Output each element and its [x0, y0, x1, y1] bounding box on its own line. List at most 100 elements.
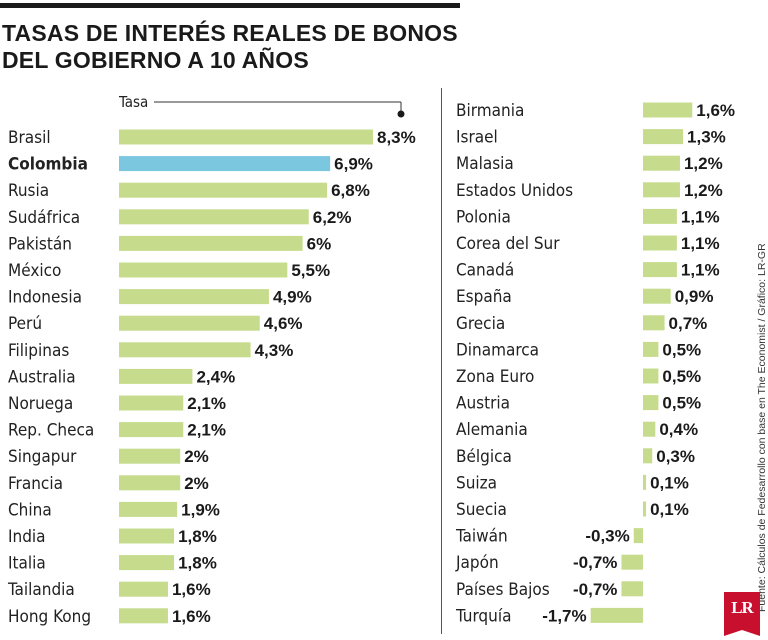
value-label-pakistan: 6%	[307, 234, 332, 253]
bar-taiwan	[633, 528, 643, 544]
bar-polonia	[643, 208, 677, 224]
value-label-estados-unidos: 1,2%	[684, 181, 723, 200]
bar-australia	[119, 368, 193, 384]
category-label-japon: Japón	[455, 553, 499, 573]
bar-israel	[643, 129, 684, 145]
category-label-grecia: Grecia	[456, 314, 505, 334]
bar-zona-euro	[643, 368, 659, 384]
category-label-polonia: Polonia	[456, 207, 511, 227]
category-label-pakistan: Pakistán	[8, 234, 72, 254]
value-label-tailandia: 1,6%	[172, 580, 211, 599]
bar-malasia	[643, 155, 680, 171]
bar-china	[119, 501, 178, 517]
category-label-noruega: Noruega	[8, 394, 73, 414]
value-label-austria: 0,5%	[662, 394, 701, 413]
value-label-zona-euro: 0,5%	[662, 367, 701, 386]
category-label-brasil: Brasil	[8, 128, 51, 148]
header-rule	[0, 3, 460, 8]
bar-brasil	[119, 129, 373, 145]
source-note: Fuente: Cálculos de Fedesarrollo con bas…	[756, 243, 768, 612]
value-label-rusia: 6,8%	[331, 181, 370, 200]
bar-colombia	[119, 156, 331, 172]
lr-logo: LR	[724, 592, 760, 636]
bar-alemania	[643, 421, 656, 437]
value-label-hong-kong: 1,6%	[172, 607, 211, 626]
category-label-birmania: Birmania	[456, 101, 524, 121]
value-label-turquia: -1,7%	[542, 606, 586, 625]
value-label-sudafrica: 6,2%	[313, 208, 352, 227]
value-label-grecia: 0,7%	[669, 314, 708, 333]
category-label-china: China	[8, 500, 52, 520]
bar-singapur	[119, 448, 181, 464]
bar-peru	[119, 315, 260, 331]
value-label-corea-del-sur: 1,1%	[681, 234, 720, 253]
category-label-rep-checa: Rep. Checa	[8, 421, 94, 441]
category-label-australia: Australia	[8, 367, 76, 387]
value-label-alemania: 0,4%	[659, 420, 698, 439]
value-label-mexico: 5,5%	[291, 261, 330, 280]
bar-turquia	[590, 607, 643, 623]
category-label-suiza: Suiza	[456, 473, 497, 493]
bar-japon	[621, 554, 643, 570]
category-label-hong-kong: Hong Kong	[8, 607, 91, 627]
bar-belgica	[643, 448, 653, 464]
category-label-estados-unidos: Estados Unidos	[456, 181, 573, 201]
value-label-canada: 1,1%	[681, 261, 720, 280]
category-label-tailandia: Tailandia	[7, 580, 75, 600]
value-label-japon: -0,7%	[573, 553, 617, 572]
bar-mexico	[119, 262, 288, 278]
value-label-malasia: 1,2%	[684, 154, 723, 173]
category-label-turquia: Turquía	[455, 606, 511, 626]
category-label-peru: Perú	[8, 314, 42, 334]
category-label-india: India	[8, 527, 46, 547]
bar-rep-checa	[119, 422, 184, 438]
bar-suiza	[643, 474, 647, 490]
bar-suecia	[643, 501, 647, 517]
bar-italia	[119, 555, 175, 571]
value-label-dinamarca: 0,5%	[662, 340, 701, 359]
legend-label: Tasa	[118, 93, 148, 111]
bar-india	[119, 528, 175, 544]
value-label-paises-bajos: -0,7%	[573, 580, 617, 599]
bar-noruega	[119, 395, 184, 411]
bar-canada	[643, 262, 677, 278]
value-label-rep-checa: 2,1%	[187, 421, 226, 440]
category-label-filipinas: Filipinas	[8, 341, 69, 361]
category-label-italia: Italia	[8, 554, 46, 574]
value-label-espana: 0,9%	[675, 287, 714, 306]
category-label-austria: Austria	[456, 394, 510, 414]
bar-birmania	[643, 102, 693, 118]
category-label-sudafrica: Sudáfrica	[8, 208, 80, 228]
bar-espana	[643, 288, 671, 304]
category-label-belgica: Bélgica	[456, 447, 512, 467]
bar-estados-unidos	[643, 182, 680, 198]
value-label-singapur: 2%	[184, 447, 209, 466]
bar-sudafrica	[119, 209, 309, 225]
bar-austria	[643, 395, 659, 411]
value-label-israel: 1,3%	[687, 128, 726, 147]
legend-leader-dot	[397, 110, 405, 118]
bar-paises-bajos	[621, 581, 643, 597]
value-label-birmania: 1,6%	[696, 101, 735, 120]
value-label-india: 1,8%	[178, 527, 217, 546]
value-label-colombia: 6,9%	[334, 155, 373, 174]
value-label-indonesia: 4,9%	[273, 288, 312, 307]
bar-pakistan	[119, 235, 303, 251]
bar-hong-kong	[119, 608, 168, 624]
value-label-suecia: 0,1%	[650, 500, 689, 519]
category-label-rusia: Rusia	[8, 181, 49, 201]
category-label-zona-euro: Zona Euro	[456, 367, 534, 387]
category-label-colombia: Colombia	[8, 155, 88, 175]
category-label-indonesia: Indonesia	[8, 288, 82, 308]
category-label-dinamarca: Dinamarca	[456, 340, 539, 360]
value-label-peru: 4,6%	[264, 314, 303, 333]
category-label-francia: Francia	[8, 474, 63, 494]
value-label-italia: 1,8%	[178, 554, 217, 573]
bar-indonesia	[119, 289, 269, 305]
bar-filipinas	[119, 342, 251, 358]
bar-rusia	[119, 182, 328, 198]
value-label-taiwan: -0,3%	[585, 527, 629, 546]
category-label-canada: Canadá	[456, 261, 514, 281]
value-label-china: 1,9%	[181, 500, 220, 519]
